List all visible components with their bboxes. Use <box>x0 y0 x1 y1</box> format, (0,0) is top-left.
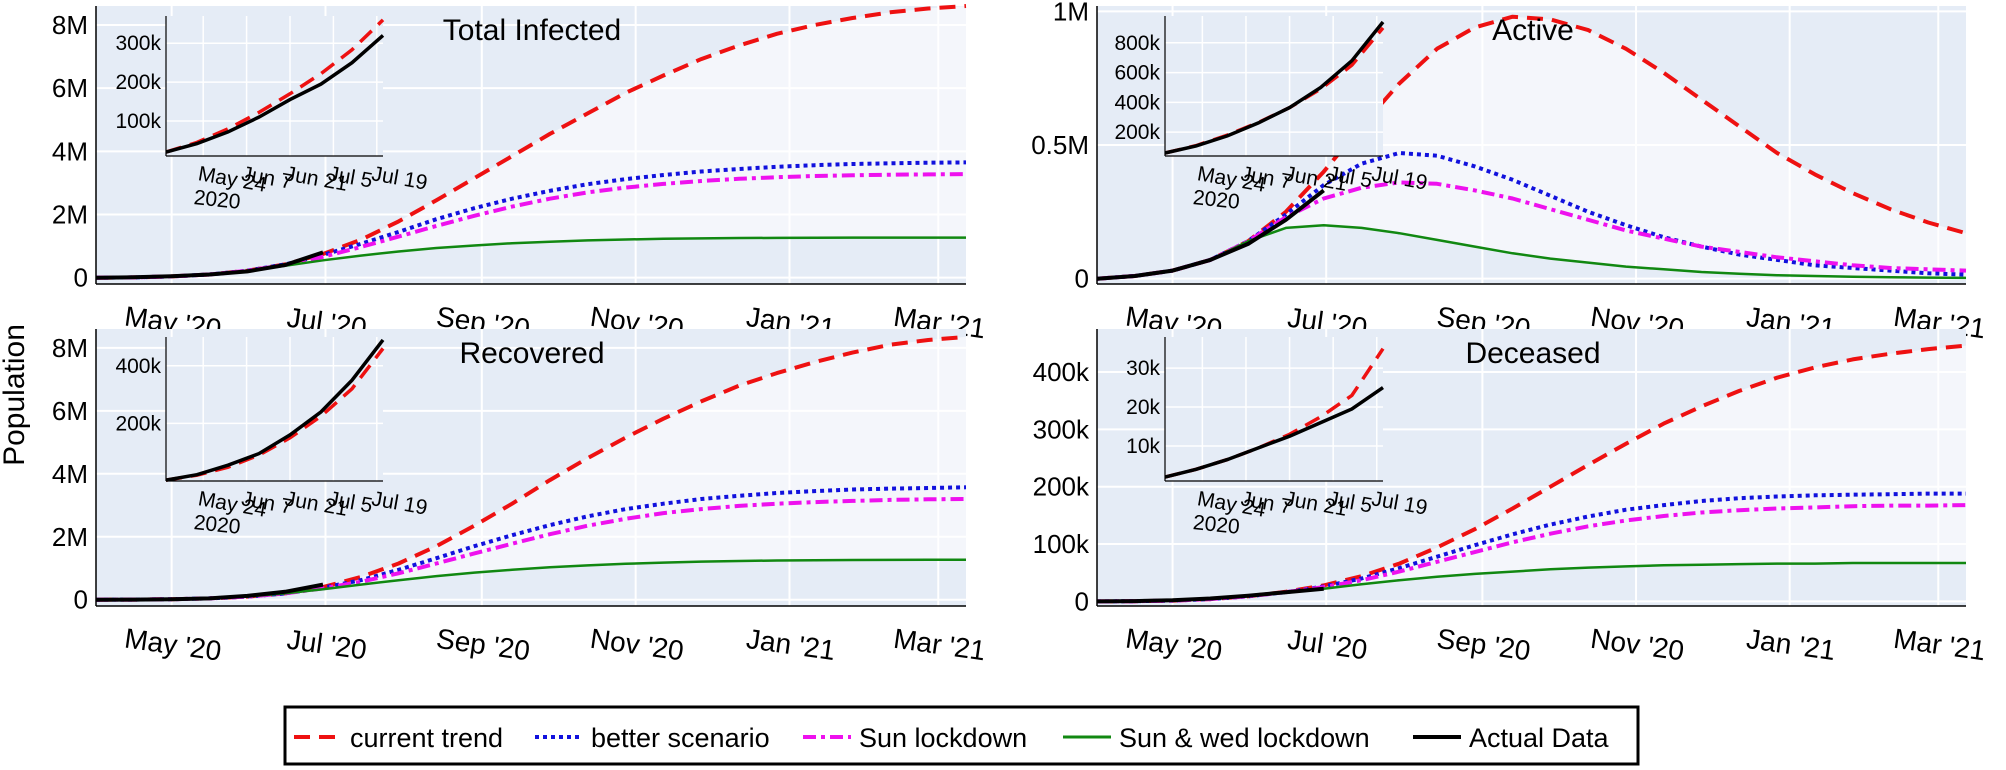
panel-recovered: 0 2M 4M 6M 8M May '20 Jul '20 Sep '20 Nov '20 Jan… <box>52 329 988 667</box>
y-tick-label: 0 <box>1075 264 1089 294</box>
inset-plot-area <box>166 16 383 156</box>
y-tick-label: 8M <box>52 333 88 363</box>
inset-y-tick-label: 100k <box>115 110 161 133</box>
inset-plot-area <box>1165 337 1383 481</box>
series-line-current-trend <box>95 334 967 602</box>
inset-plot-area <box>1165 16 1383 156</box>
x-tick-label: May '20 <box>1124 622 1225 666</box>
panels: 0 2M 4M 6M 8M May '20 Jul '20 Sep '20 Nov '20 Jan… <box>52 0 1988 667</box>
inset-y-tick-label: 400k <box>115 355 161 378</box>
inset-y-tick-label: 200k <box>1114 121 1160 144</box>
inset-y-tick-label: 300k <box>115 32 161 55</box>
x-tick-label: Jul '20 <box>285 624 369 666</box>
inset-y-tick-label: 10k <box>1126 435 1160 458</box>
scenario-range-band <box>96 336 966 600</box>
y-tick-label: 0.5M <box>1031 130 1089 160</box>
y-tick-label: 300k <box>1033 414 1090 444</box>
x-tick-label: Sep '20 <box>1435 623 1532 667</box>
panel-deceased: 0 100k 200k 300k 400k May '20 Jul '20 Sep '20 No… <box>1033 329 1988 667</box>
inset-line-actual-data <box>165 34 385 154</box>
y-tick-label: 8M <box>52 10 88 40</box>
x-tick-label: Mar '21 <box>1892 623 1988 667</box>
series-line-actual-data <box>95 582 324 602</box>
y-tick-label: 0 <box>74 263 88 293</box>
legend: current trend better scenario Sun lockdown… <box>283 705 1640 766</box>
legend-label-current-trend: current trend <box>350 723 503 753</box>
inset-year-label: 2020 <box>1192 511 1241 539</box>
y-tick-label: 0 <box>1075 586 1089 616</box>
inset-year-label: 2020 <box>193 511 242 539</box>
inset-line-actual-data <box>1164 386 1384 479</box>
y-tick-label: 6M <box>52 396 88 426</box>
x-tick-label: Sep '20 <box>434 623 531 667</box>
inset-year-label: 2020 <box>193 186 242 214</box>
y-tick-label: 6M <box>52 73 88 103</box>
scenario-range-band <box>1097 345 1966 602</box>
y-tick-label: 100k <box>1033 529 1090 559</box>
y-tick-label: 0 <box>74 585 88 615</box>
y-tick-label: 2M <box>52 522 88 552</box>
inset-y-tick-label: 600k <box>1114 62 1160 85</box>
y-tick-label: 4M <box>52 136 88 166</box>
panel-title: Deceased <box>1465 337 1600 370</box>
legend-label-better-scenario: better scenario <box>591 723 770 753</box>
series-line-current-trend <box>1096 343 1967 604</box>
scenario-range-band <box>1097 16 1966 279</box>
inset-year-label: 2020 <box>1192 186 1241 214</box>
legend-label-sun-wed-lockdown: Sun & wed lockdown <box>1119 723 1370 753</box>
y-tick-label: 1M <box>1053 0 1089 26</box>
inset-y-tick-label: 30k <box>1126 357 1160 380</box>
inset-y-tick-label: 400k <box>1114 91 1160 114</box>
series-line-sun-wed-lockdown <box>1096 223 1967 280</box>
x-tick-label: Nov '20 <box>1589 623 1686 667</box>
inset-y-tick-label: 800k <box>1114 32 1160 55</box>
inset-y-tick-label: 200k <box>115 412 161 435</box>
series-line-actual-data <box>1096 188 1325 281</box>
inset-y-tick-label: 200k <box>115 71 161 94</box>
y-tick-label: 4M <box>52 459 88 489</box>
x-tick-label: Jan '21 <box>744 623 837 666</box>
x-tick-label: Mar '21 <box>892 623 988 667</box>
series-line-current-trend <box>95 4 967 280</box>
legend-label-sun-lockdown: Sun lockdown <box>859 723 1027 753</box>
y-tick-label: 400k <box>1033 357 1090 387</box>
scenario-range-band <box>96 6 966 278</box>
x-tick-label: Jul '20 <box>1286 624 1370 666</box>
panel-title: Active <box>1492 14 1574 47</box>
x-tick-label: Jan '21 <box>1745 623 1838 666</box>
y-tick-label: 200k <box>1033 472 1090 502</box>
series-line-actual-data <box>1096 586 1324 604</box>
series-line-actual-data <box>95 250 324 280</box>
inset-line-actual-data <box>165 338 385 482</box>
inset-y-tick-label: 20k <box>1126 396 1160 419</box>
panel-title: Recovered <box>459 337 604 370</box>
inset-plot-area <box>166 337 383 481</box>
legend-box <box>283 705 1640 766</box>
x-tick-label: Nov '20 <box>588 623 685 667</box>
y-axis-label: Population <box>0 324 31 466</box>
panel-title: Total Infected <box>443 14 621 47</box>
series-line-better-scenario <box>1096 151 1967 281</box>
inset-line-actual-data <box>1164 20 1385 155</box>
legend-label-actual-data: Actual Data <box>1469 723 1610 753</box>
y-tick-label: 2M <box>52 200 88 230</box>
x-tick-label: May '20 <box>123 622 224 666</box>
